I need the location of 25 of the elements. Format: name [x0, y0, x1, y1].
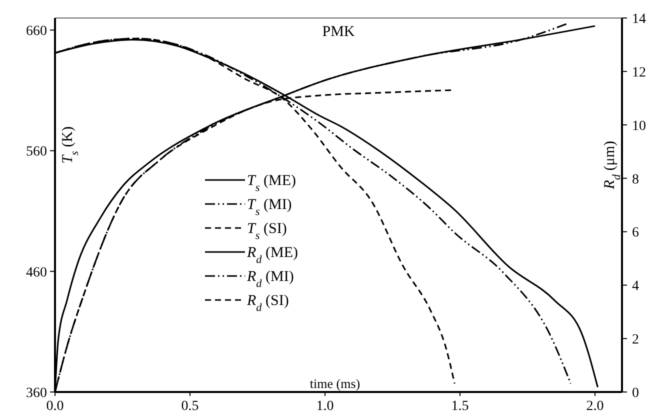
- x-tick-label: 1.5: [451, 399, 469, 414]
- legend-label: R$_{d}$ (MI): [246, 269, 294, 290]
- y2-tick-label: 12: [632, 65, 646, 80]
- y2-tick-label: 6: [632, 226, 639, 241]
- x-tick-label: 0.0: [46, 399, 64, 414]
- y-tick-label: 460: [26, 265, 47, 280]
- y2-tick-label: 10: [632, 118, 646, 134]
- y2-tick-label: 0: [632, 386, 639, 401]
- legend-label: T$_{s}$ (ME): [247, 173, 296, 194]
- x-tick-label: 1.0: [316, 399, 334, 414]
- y2-tick-label: 8: [632, 172, 639, 188]
- chart-title: PMK: [322, 24, 355, 40]
- x-axis-title: time (ms): [310, 376, 360, 391]
- y2-tick-label: 14: [632, 12, 646, 27]
- y2-tick-label: 4: [632, 279, 639, 294]
- y-tick-label: 360: [26, 386, 47, 401]
- y2-tick-label: 2: [632, 332, 639, 348]
- legend-label: T$_{s}$ (MI): [247, 197, 292, 218]
- x-tick-label: 0.5: [181, 399, 199, 414]
- legend-label: R$_{d}$ (ME): [246, 245, 298, 266]
- x-tick-label: 2.0: [586, 399, 604, 414]
- y-tick-label: 560: [26, 144, 47, 160]
- y-tick-label: 660: [26, 24, 47, 40]
- legend-label: R$_{d}$ (SI): [246, 293, 289, 314]
- legend-label: T$_{s}$ (SI): [247, 221, 287, 242]
